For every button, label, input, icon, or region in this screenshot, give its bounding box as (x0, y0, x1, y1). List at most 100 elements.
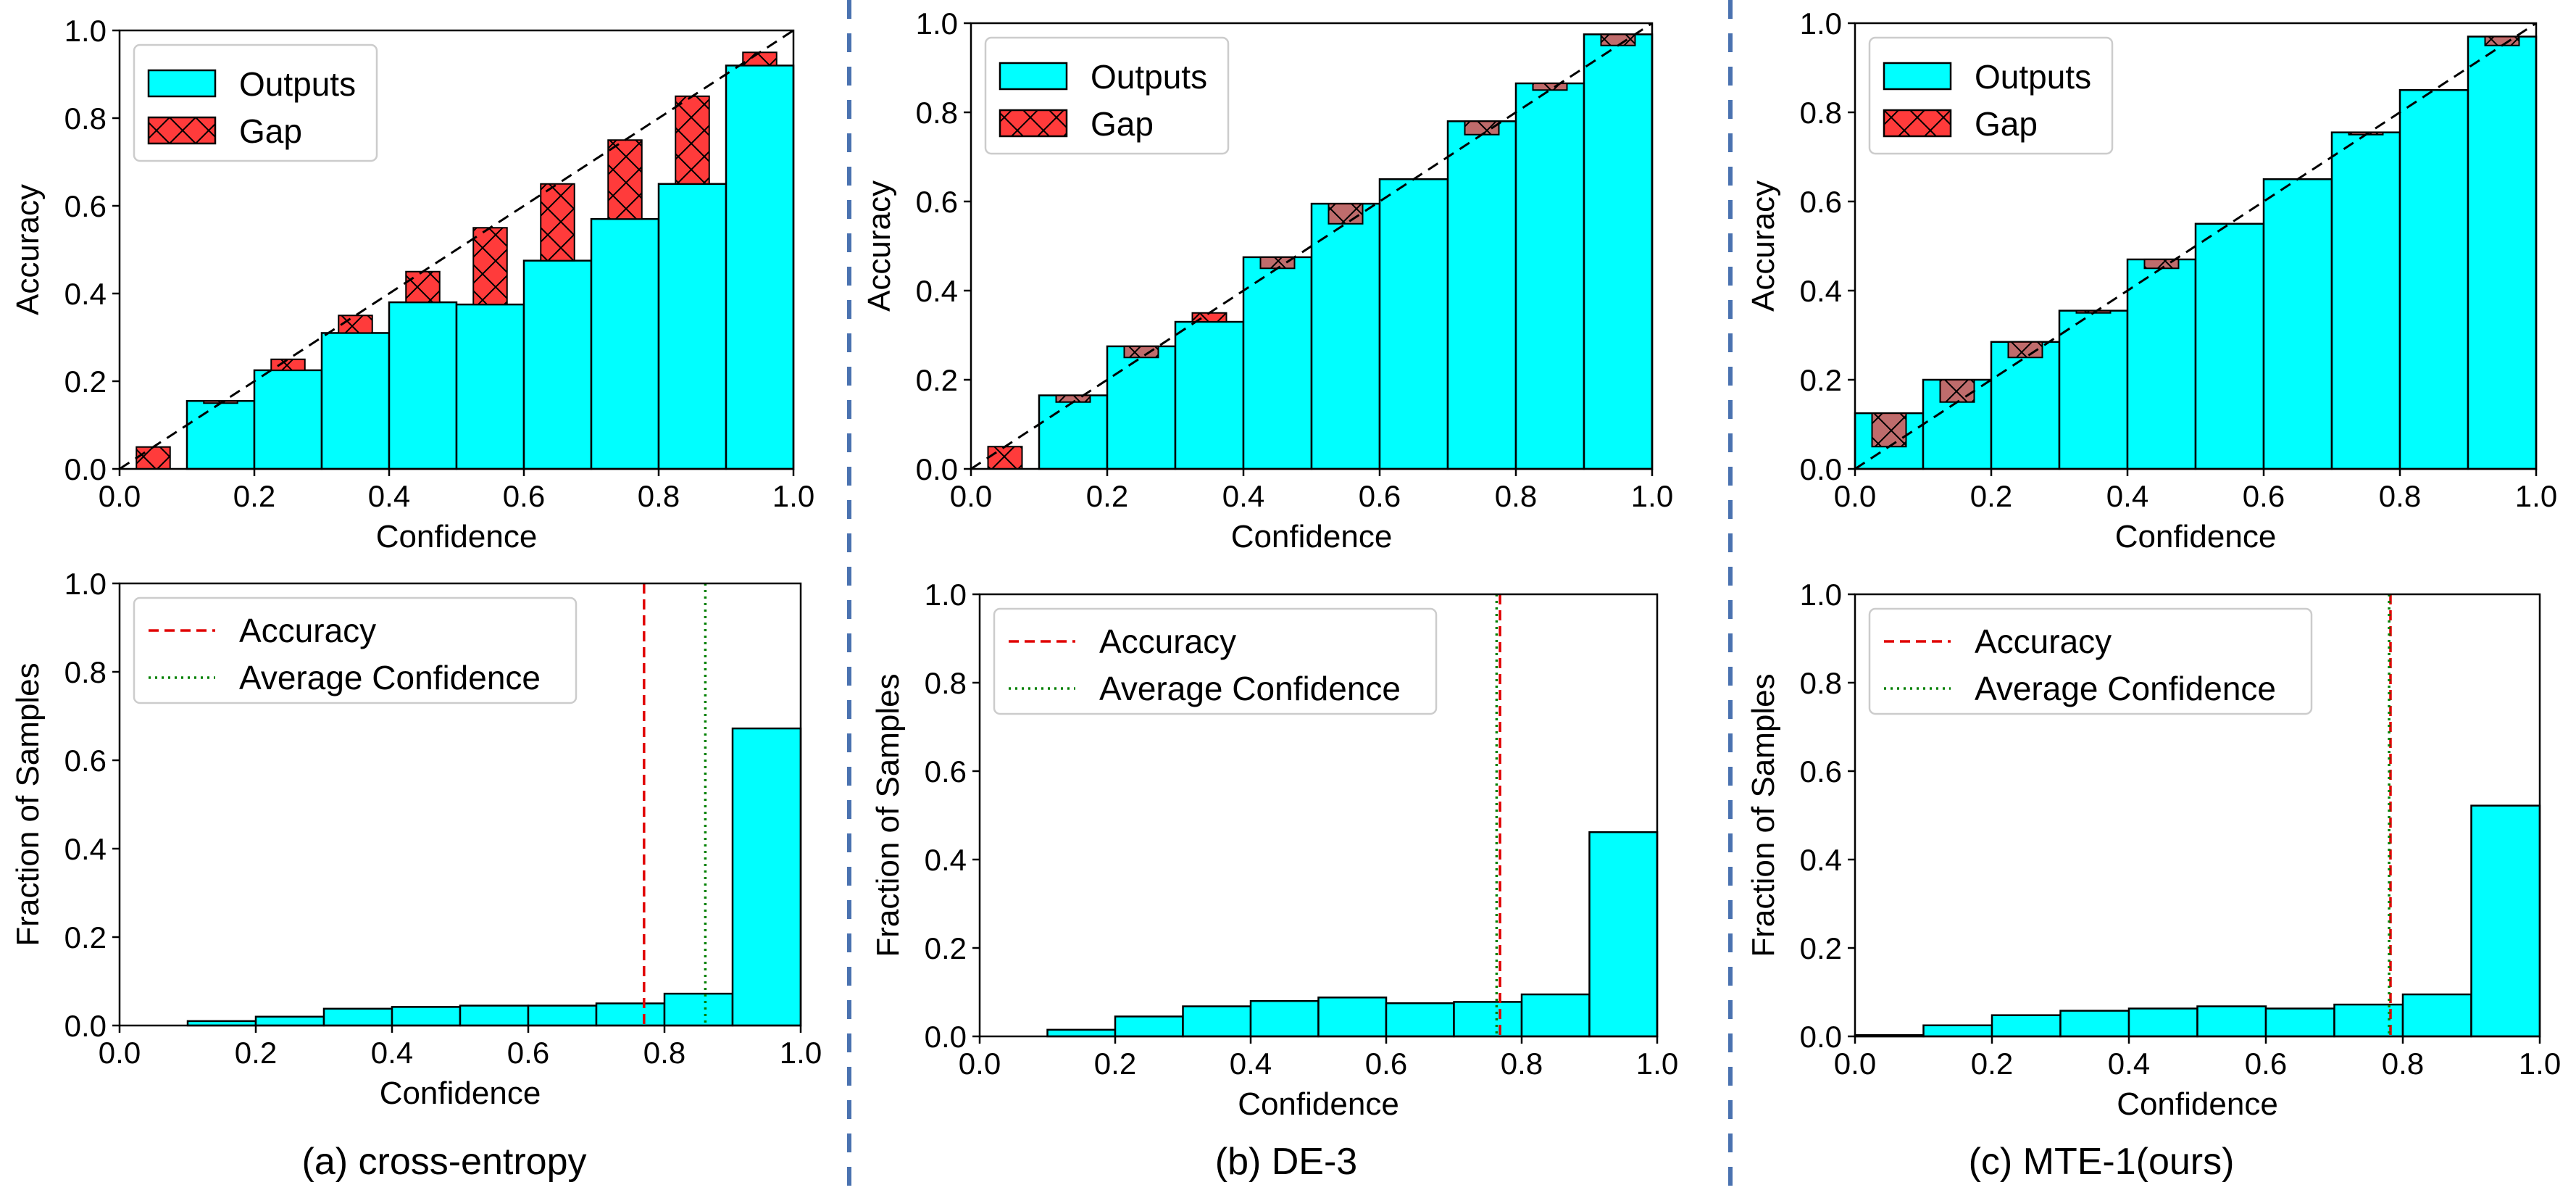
legend-accuracy-label: Accuracy (1975, 623, 2112, 660)
gap-hatch (473, 228, 507, 305)
y-tick-label: 1.0 (1800, 578, 1842, 612)
x-tick-label: 1.0 (2519, 1047, 2561, 1081)
y-axis-label: Accuracy (862, 180, 897, 312)
histogram-bar (2127, 1007, 2198, 1038)
x-tick-label: 0.6 (1359, 479, 1401, 513)
histogram-bar (1453, 1001, 1523, 1038)
x-tick-label: 1.0 (772, 479, 814, 513)
axes-frame (1854, 22, 2538, 470)
outputs-bar (1106, 345, 1177, 470)
outputs-bar (320, 332, 391, 470)
y-tick-label: 0.6 (64, 189, 107, 223)
y-tick-label: 0.8 (925, 666, 967, 700)
x-axis-label: Confidence (2117, 1086, 2278, 1122)
legend-gap-hatch (1884, 110, 1951, 136)
histogram-bar (254, 1015, 325, 1027)
x-tick-label: 0.2 (1094, 1047, 1136, 1081)
x-tick-label: 0.0 (99, 1036, 141, 1070)
y-tick-label: 0.6 (64, 744, 107, 778)
outputs-bar (1242, 256, 1313, 470)
histogram-bar (1114, 1015, 1184, 1038)
y-tick-label: 0.0 (916, 452, 958, 486)
gap-hatch (541, 183, 575, 261)
outputs-bar (2467, 36, 2538, 470)
legend-gap-label: Gap (239, 112, 302, 150)
y-tick-label: 0.4 (916, 274, 958, 308)
histogram-bar (2401, 993, 2472, 1038)
histogram-bar (731, 727, 802, 1027)
caption-a: (a) cross-entropy (302, 1141, 587, 1183)
x-tick-label: 0.2 (1971, 1047, 2013, 1081)
axes-frame (1854, 593, 2541, 1038)
y-tick-label: 0.4 (925, 843, 967, 877)
histogram-bar (1922, 1024, 1993, 1038)
legend-outputs-swatch (999, 62, 1068, 91)
y-tick-label: 0.4 (64, 277, 107, 311)
x-tick-label: 0.8 (638, 479, 680, 513)
y-tick-label: 0.4 (1800, 843, 1842, 877)
caption-c: (c) MTE-1(ours) (1969, 1141, 2235, 1183)
outputs-bar (522, 259, 593, 470)
legend-gap-label: Gap (1091, 105, 1154, 143)
gap-hatch (2485, 36, 2519, 46)
outputs-bar (455, 303, 525, 470)
x-tick-label: 0.8 (1501, 1047, 1543, 1081)
reliability-plot-b: 0.00.0 0.2 0.2 0.4 0.4 0.6 0.6 0.8 0.8 1.0 1.0 Conf… (862, 7, 1673, 554)
outputs-bar (1378, 178, 1449, 470)
gap-hatch (338, 315, 372, 333)
x-tick-label: 1.0 (780, 1036, 822, 1070)
outputs-bar (590, 217, 660, 470)
legend-box (1868, 607, 2313, 715)
legend-gap-label: Gap (1975, 105, 2038, 143)
outputs-bar (2194, 222, 2265, 470)
y-tick-label: 0.8 (64, 655, 107, 689)
outputs-bar (1583, 33, 1654, 470)
legend-outputs-label: Outputs (239, 65, 356, 103)
legend-outputs-label: Outputs (1975, 58, 2091, 96)
legend-accuracy-label: Accuracy (239, 612, 376, 649)
y-tick-label: 0.2 (916, 363, 958, 397)
outputs-bar (2126, 258, 2197, 470)
x-tick-label: 0.6 (1365, 1047, 1407, 1081)
histogram-bar (595, 1002, 666, 1027)
y-tick-label: 0.4 (1800, 274, 1842, 308)
legend-outputs-label: Outputs (1091, 58, 1207, 96)
y-tick-label: 0.2 (1800, 931, 1842, 965)
gap-hatch (1260, 257, 1295, 269)
outputs-bar (1446, 120, 1517, 470)
axes-frame (970, 22, 1654, 470)
y-axis-label: Fraction of Samples (1746, 673, 1781, 957)
gap-hatch (675, 96, 709, 184)
gap-hatch (743, 52, 777, 66)
gap-hatch (1601, 34, 1635, 46)
outputs-bar (1990, 341, 2061, 470)
outputs-bar (2262, 178, 2333, 470)
x-tick-label: 0.4 (2108, 1047, 2150, 1081)
y-tick-label: 0.8 (1800, 666, 1842, 700)
outputs-bar (388, 301, 458, 470)
perfect-calibration-line (1854, 22, 2537, 470)
outputs-bar (253, 369, 323, 470)
histogram-bar (2059, 1010, 2130, 1038)
y-tick-label: 0.2 (925, 931, 967, 965)
outputs-bar (1310, 202, 1381, 470)
legend-gap-hatch (149, 117, 215, 143)
y-tick-label: 1.0 (925, 578, 967, 612)
legend-outputs-swatch (1883, 62, 1952, 91)
y-axis-label: Accuracy (10, 184, 46, 315)
gap-hatch (1328, 204, 1363, 224)
gap-hatch (2008, 341, 2043, 358)
y-tick-label: 1.0 (64, 567, 107, 601)
y-tick-label: 0.6 (1800, 185, 1842, 219)
gap-hatch (1872, 413, 1906, 447)
gap-hatch (1056, 395, 1091, 402)
y-tick-label: 0.8 (64, 101, 107, 136)
histogram-bar (1317, 997, 1388, 1038)
gap-hatch (1533, 83, 1567, 91)
y-axis-label: Fraction of Samples (10, 662, 46, 946)
x-tick-label: 0.4 (1222, 479, 1264, 513)
y-tick-label: 0.8 (916, 96, 958, 130)
x-tick-label: 0.8 (2382, 1047, 2424, 1081)
x-tick-label: 0.4 (2106, 479, 2148, 513)
